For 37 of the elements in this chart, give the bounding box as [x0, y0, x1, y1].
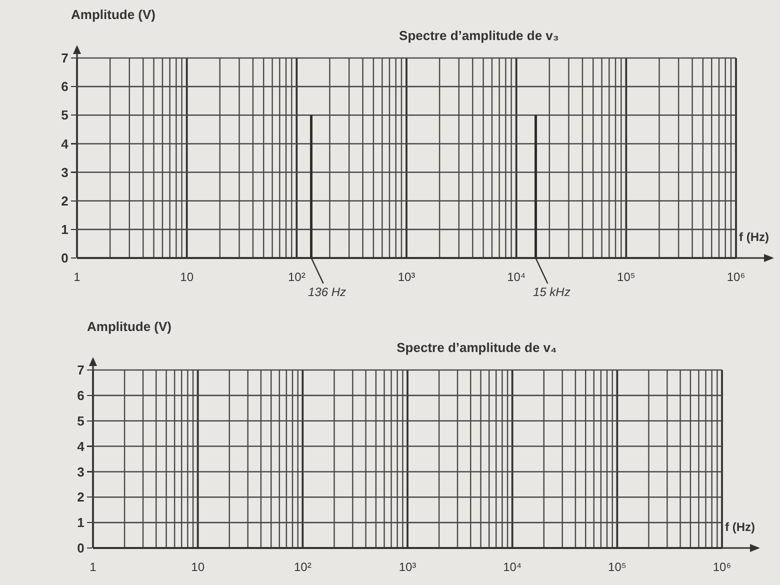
y-tick-label: 4 — [61, 136, 70, 152]
x-tick-label: 10⁶ — [712, 560, 732, 574]
y-tick-label: 6 — [77, 388, 84, 403]
y-tick-label: 7 — [61, 50, 68, 66]
x-tick-label: 10⁶ — [726, 270, 746, 284]
y-axis-title: Amplitude (V) — [71, 7, 156, 22]
x-tick-label: 1 — [90, 560, 97, 574]
x-tick-label: 10² — [288, 270, 306, 284]
annotation: 136 Hz — [308, 285, 346, 299]
y-tick-label: 7 — [77, 362, 84, 378]
x-tick-label: 10² — [294, 560, 312, 574]
x-tick-label: 10 — [191, 560, 205, 574]
x-tick-label: 10⁴ — [507, 270, 526, 284]
x-tick-label: 10 — [180, 270, 194, 284]
y-tick-label: 1 — [77, 515, 84, 530]
x-axis-title: f (Hz) — [725, 520, 755, 534]
y-tick-label: 3 — [77, 464, 84, 480]
chart-title: Spectre d’amplitude de v₃ — [399, 28, 559, 43]
y-tick-label: 1 — [61, 222, 68, 237]
x-tick-label: 10³ — [398, 560, 416, 574]
annotation: 15 kHz — [533, 285, 570, 299]
x-tick-label: 10³ — [398, 270, 416, 284]
y-tick-label: 5 — [77, 413, 84, 428]
y-axis-title: Amplitude (V) — [87, 319, 172, 334]
y-tick-label: 5 — [61, 108, 68, 123]
y-tick-label: 2 — [61, 193, 68, 208]
x-axis-title: f (Hz) — [739, 230, 769, 244]
y-tick-label: 0 — [77, 540, 84, 556]
x-tick-label: 10⁴ — [503, 560, 522, 574]
y-tick-label: 6 — [61, 79, 68, 94]
y-tick-label: 0 — [61, 250, 68, 266]
y-tick-label: 3 — [61, 164, 68, 180]
x-tick-label: 10⁵ — [608, 560, 626, 574]
chart-title: Spectre d’amplitude de v₄ — [396, 340, 557, 355]
y-tick-label: 2 — [77, 490, 84, 505]
y-tick-label: 4 — [77, 438, 86, 454]
x-tick-label: 10⁵ — [617, 270, 636, 284]
